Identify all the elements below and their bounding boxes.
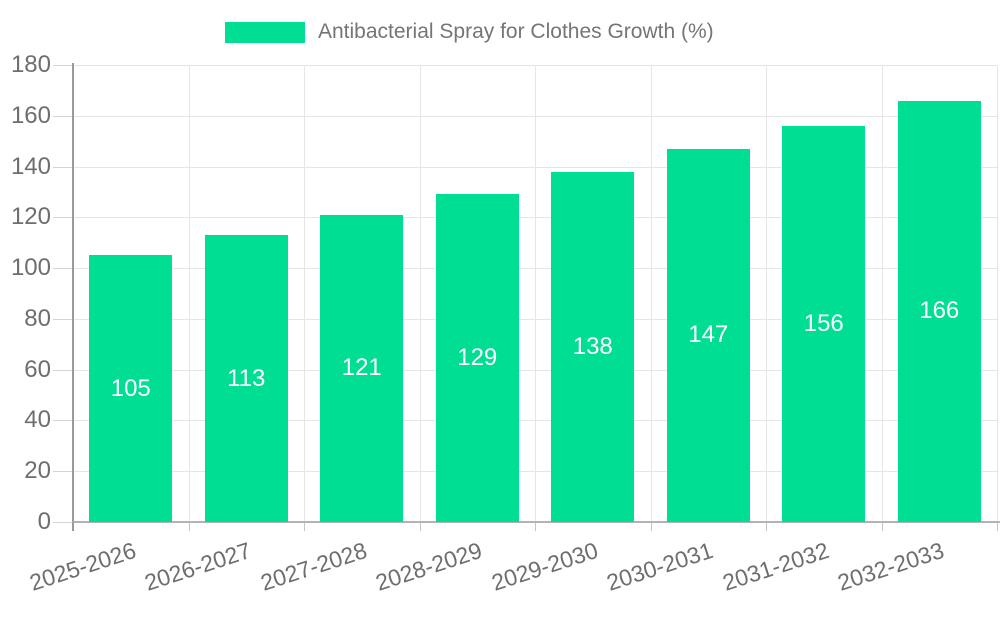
x-axis-tick [766, 522, 767, 531]
bar[interactable] [551, 171, 635, 522]
x-axis-tick [419, 522, 421, 531]
y-axis-tick [53, 369, 73, 371]
gridline-vertical [766, 65, 767, 522]
gridline-vertical [535, 65, 536, 522]
bar-value-label: 129 [457, 344, 498, 372]
y-axis-tick [53, 268, 73, 270]
bar[interactable] [782, 125, 866, 522]
y-axis-tick-label: 60 [24, 355, 51, 383]
bar[interactable] [204, 235, 288, 522]
bar[interactable] [435, 194, 519, 522]
bar-chart: Antibacterial Spray for Clothes Growth (… [10, 20, 1000, 596]
y-axis-tick-label: 20 [24, 457, 51, 485]
gridline-vertical [419, 65, 421, 522]
legend-label: Antibacterial Spray for Clothes Growth (… [318, 20, 714, 43]
x-axis-tick [304, 522, 305, 531]
y-axis-tick [53, 115, 73, 117]
y-axis-tick [53, 65, 73, 66]
y-axis-tick [53, 217, 73, 219]
y-axis-tick [53, 420, 73, 422]
y-axis-line [72, 63, 74, 531]
y-axis-tick-label: 80 [24, 304, 51, 332]
y-axis-tick-label: 100 [10, 254, 51, 282]
gridline-vertical [188, 65, 190, 522]
y-axis-tick [53, 318, 73, 320]
x-axis-tick [997, 522, 998, 531]
y-axis-tick-label: 40 [24, 406, 51, 434]
bar-value-label: 147 [688, 321, 729, 349]
x-axis-tick [881, 522, 883, 531]
bar-value-label: 113 [227, 364, 266, 392]
legend-swatch [225, 21, 305, 43]
bar[interactable] [666, 148, 750, 522]
bar[interactable] [897, 100, 981, 522]
y-axis-tick [53, 522, 73, 523]
y-axis-tick-label: 120 [10, 203, 51, 231]
x-axis-line [73, 521, 1000, 523]
y-axis-tick-label: 160 [10, 101, 51, 129]
bar-value-label: 138 [572, 332, 613, 360]
y-axis-tick-label: 0 [37, 508, 51, 535]
bar[interactable] [89, 255, 173, 522]
y-axis-tick [53, 471, 73, 473]
x-axis-tick [535, 522, 536, 531]
gridline-vertical [881, 65, 883, 522]
bar-value-label: 156 [803, 309, 844, 337]
gridline-vertical [997, 65, 998, 522]
y-axis-tick [53, 166, 73, 168]
bar-value-label: 105 [110, 374, 151, 402]
gridline-vertical [650, 65, 652, 522]
gridline-vertical [304, 65, 305, 522]
bar-value-label: 121 [341, 354, 382, 382]
y-axis-tick-label: 180 [10, 51, 51, 78]
x-axis-tick [650, 522, 652, 531]
legend-item[interactable]: Antibacterial Spray for Clothes Growth (… [225, 20, 714, 44]
x-axis-tick [188, 522, 190, 531]
bar-value-label: 166 [919, 297, 960, 325]
y-axis-tick-label: 140 [10, 152, 51, 180]
bar[interactable] [320, 214, 404, 522]
